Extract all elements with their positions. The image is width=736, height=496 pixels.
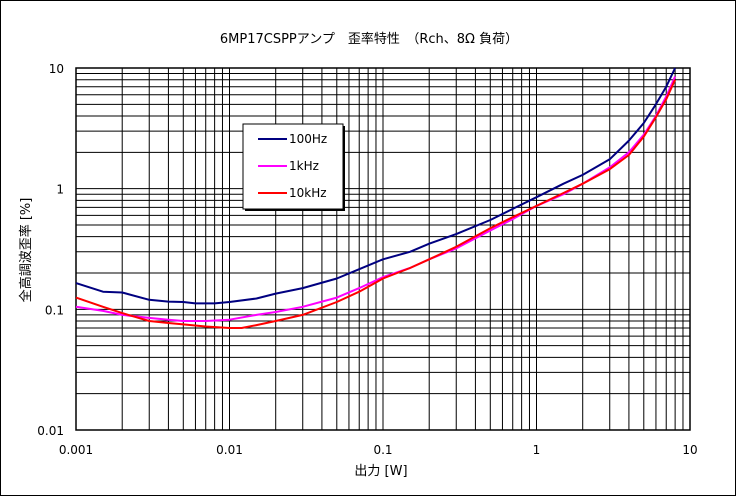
y-tick-label: 10 [49,62,64,76]
y-tick-label: 1 [56,183,64,197]
series-line-100hz [75,67,677,305]
x-tick-label: 0.1 [373,443,392,457]
legend-label: 100Hz [289,132,327,146]
x-tick-label: 10 [682,443,697,457]
x-tick-label: 0.01 [216,443,243,457]
series-lines [75,67,677,329]
tick-labels: 0.001 0.01 0.1 1 10 0.01 0.1 1 10 [37,62,697,457]
x-tick-label: 1 [533,443,541,457]
legend-label: 1kHz [289,159,319,173]
series-line-10khz [75,79,677,329]
x-tick-label: 0.001 [59,443,93,457]
legend-label: 10kHz [289,186,327,200]
chart-title: 6MP17CSPPアンプ 歪率特性 （Rch、8Ω 負荷） [220,31,518,47]
x-axis-label: 出力 [W] [354,464,407,479]
plot-area-border [75,67,691,431]
grid [75,68,690,431]
y-axis-label: 全高調波歪率 [%] [18,198,34,303]
y-tick-label: 0.01 [37,424,64,438]
y-tick-label: 0.1 [45,303,64,317]
axes [75,67,691,431]
legend: 100Hz 1kHz 10kHz [242,123,345,211]
